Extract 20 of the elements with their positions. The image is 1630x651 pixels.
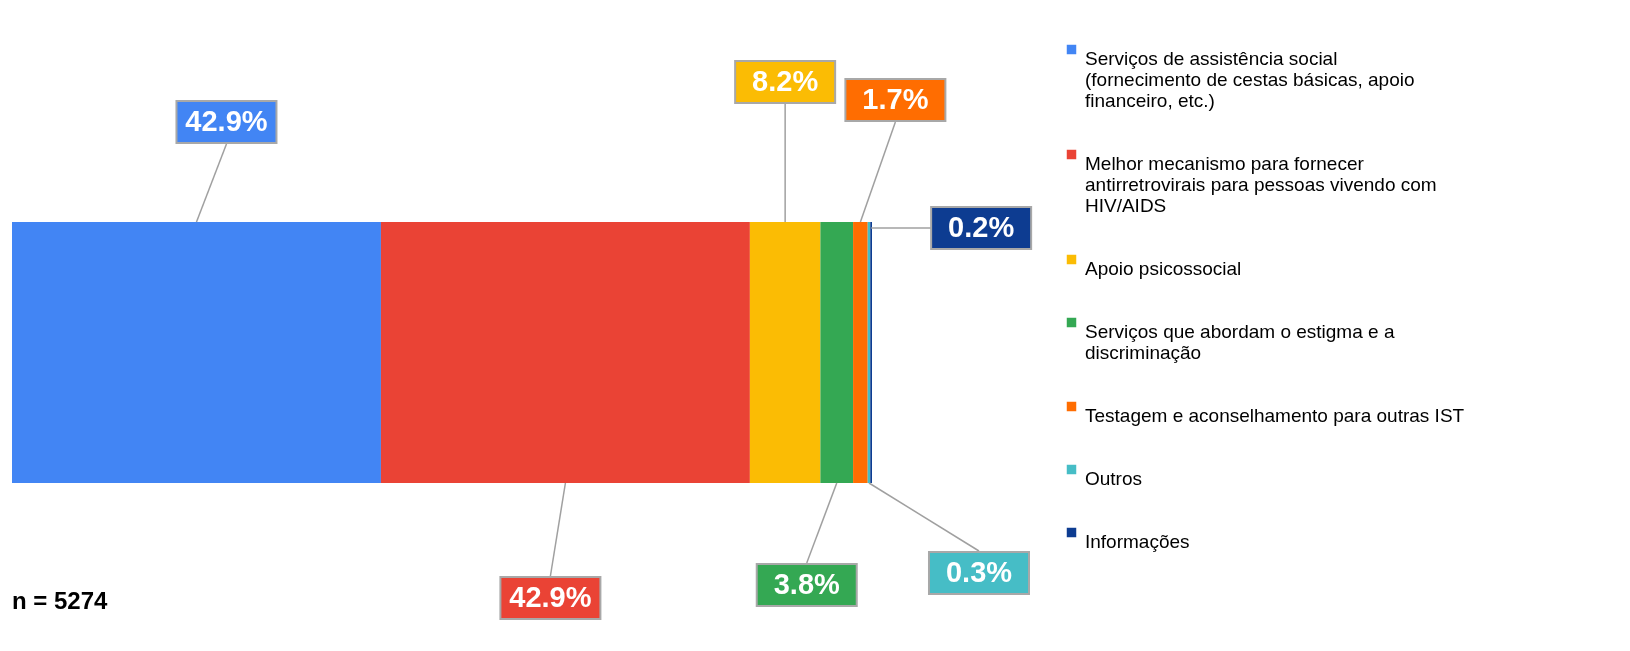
legend-label: Melhor mecanismo para fornecer antirretrovirais para pessoas vivendo com HIV/AIDS (1085, 152, 1437, 216)
data-label: 1.7% (862, 83, 929, 115)
data-label: 0.2% (948, 211, 1015, 243)
legend-label: Testagem e aconselhamento para outras IST (1085, 404, 1465, 426)
legend-label: Apoio psicossocial (1085, 257, 1242, 279)
legend-label: Serviços que abordam o estigma e a discriminação (1085, 320, 1395, 363)
bar (853, 222, 868, 483)
bar (820, 222, 854, 483)
data-label: 42.9% (185, 105, 268, 137)
legend-label: Serviços de assistência social (fornecimento de cestas básicas, apoio financeiro, etc.) (1085, 47, 1415, 111)
data-label: 0.3% (945, 556, 1013, 588)
bar (12, 222, 381, 483)
bar (380, 222, 750, 483)
legend-label: Outros (1085, 467, 1143, 489)
legend-label: Informações (1085, 530, 1190, 552)
data-label: 3.8% (773, 568, 840, 600)
data-label: 8.2% (752, 65, 819, 97)
bar (749, 222, 821, 483)
text: n = 5274 (12, 587, 109, 614)
data-label: 42.9% (509, 581, 592, 613)
